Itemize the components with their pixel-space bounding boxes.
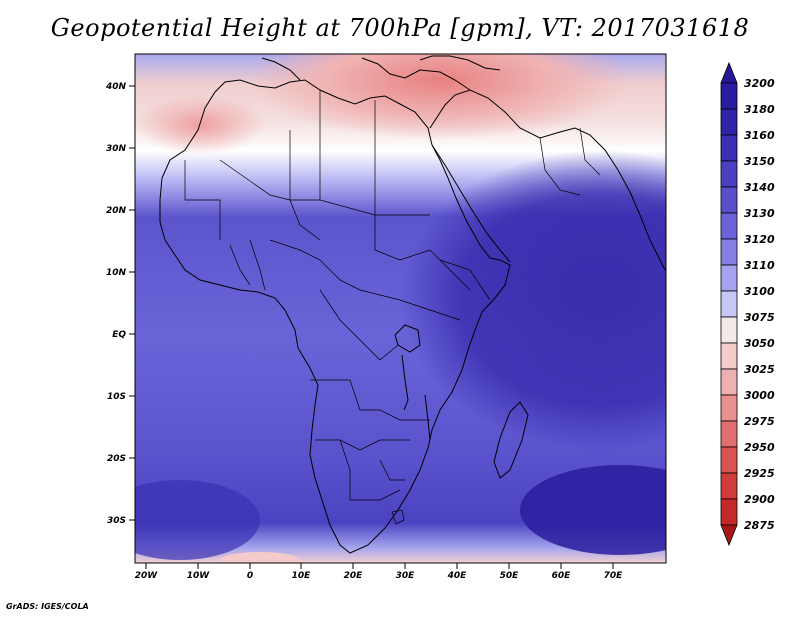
lon-label: 60E xyxy=(552,571,572,581)
colorbar-label: 3130 xyxy=(744,207,775,220)
colorbar-box xyxy=(720,238,738,266)
colorbar-box xyxy=(720,342,738,370)
colorbar-box xyxy=(720,160,738,188)
lat-label: EQ xyxy=(112,330,126,340)
coastlines xyxy=(159,55,666,554)
borders xyxy=(184,90,601,501)
lat-label: 10N xyxy=(106,268,127,278)
lon-label: 20E xyxy=(344,571,364,581)
colorbar-box xyxy=(720,186,738,214)
colorbar-label: 3200 xyxy=(744,77,775,90)
lon-label: 20W xyxy=(135,571,159,581)
lon-label: 10W xyxy=(187,571,211,581)
colorbar-label: 2975 xyxy=(744,415,775,428)
colorbar-box xyxy=(720,264,738,292)
map-frame xyxy=(134,53,667,564)
colorbar-box xyxy=(720,472,738,500)
height-field xyxy=(135,54,666,563)
colorbar-box xyxy=(720,134,738,162)
colorbar-label: 3150 xyxy=(744,155,775,168)
lon-label: 10E xyxy=(292,571,312,581)
footer-credit: GrADS: IGES/COLA xyxy=(6,602,89,611)
colorbar-label: 2875 xyxy=(744,519,775,532)
colorbar-label: 3180 xyxy=(744,103,775,116)
colorbar-bottom-arrow xyxy=(720,524,738,547)
colorbar-label: 3160 xyxy=(744,129,775,142)
colorbar-box xyxy=(720,290,738,318)
lon-label: 30E xyxy=(396,571,416,581)
colorbar-label: 3075 xyxy=(744,311,775,324)
colorbar-label: 2925 xyxy=(744,467,775,480)
colorbar-box xyxy=(720,498,738,526)
lat-label: 40N xyxy=(105,82,127,92)
colorbar-label: 3110 xyxy=(744,259,775,272)
colorbar-label: 3025 xyxy=(744,363,775,376)
lat-label: 30S xyxy=(107,516,126,526)
colorbar-box xyxy=(720,212,738,240)
lon-label: 0 xyxy=(247,571,253,581)
colorbar-label: 2950 xyxy=(744,441,775,454)
lon-label: 70E xyxy=(604,571,624,581)
colorbar-label: 3000 xyxy=(744,389,775,402)
colorbar-box xyxy=(720,394,738,422)
lat-label: 20S xyxy=(107,454,126,464)
lesotho-outline xyxy=(391,509,405,525)
colorbar-box xyxy=(720,446,738,474)
map-title: Geopotential Height at 700hPa [gpm], VT:… xyxy=(50,14,750,42)
colorbar: 3200 3180 3160 3150 3140 3130 3120 3110 3100 3075… xyxy=(720,61,775,547)
colorbar-box xyxy=(720,368,738,396)
latitude-axis: 40N 30N 20N 10N EQ 10S 20S 30S xyxy=(105,82,135,526)
colorbar-label: 3140 xyxy=(744,181,775,194)
lon-label: 50E xyxy=(500,571,520,581)
colorbar-label: 3120 xyxy=(744,233,775,246)
colorbar-box xyxy=(720,82,738,110)
colorbar-label: 2900 xyxy=(744,493,775,506)
lon-label: 40E xyxy=(447,571,468,581)
colorbar-label: 3100 xyxy=(744,285,775,298)
lat-label: 20N xyxy=(106,206,127,216)
colorbar-box xyxy=(720,316,738,344)
colorbar-top-arrow xyxy=(720,61,738,84)
colorbar-box xyxy=(720,108,738,136)
lat-label: 10S xyxy=(107,392,126,402)
lat-label: 30N xyxy=(106,144,127,154)
colorbar-label: 3050 xyxy=(744,337,775,350)
colorbar-box xyxy=(720,420,738,448)
longitude-axis: 20W 10W 0 10E 20E 30E 40E 50E 60E 70E xyxy=(135,563,623,581)
